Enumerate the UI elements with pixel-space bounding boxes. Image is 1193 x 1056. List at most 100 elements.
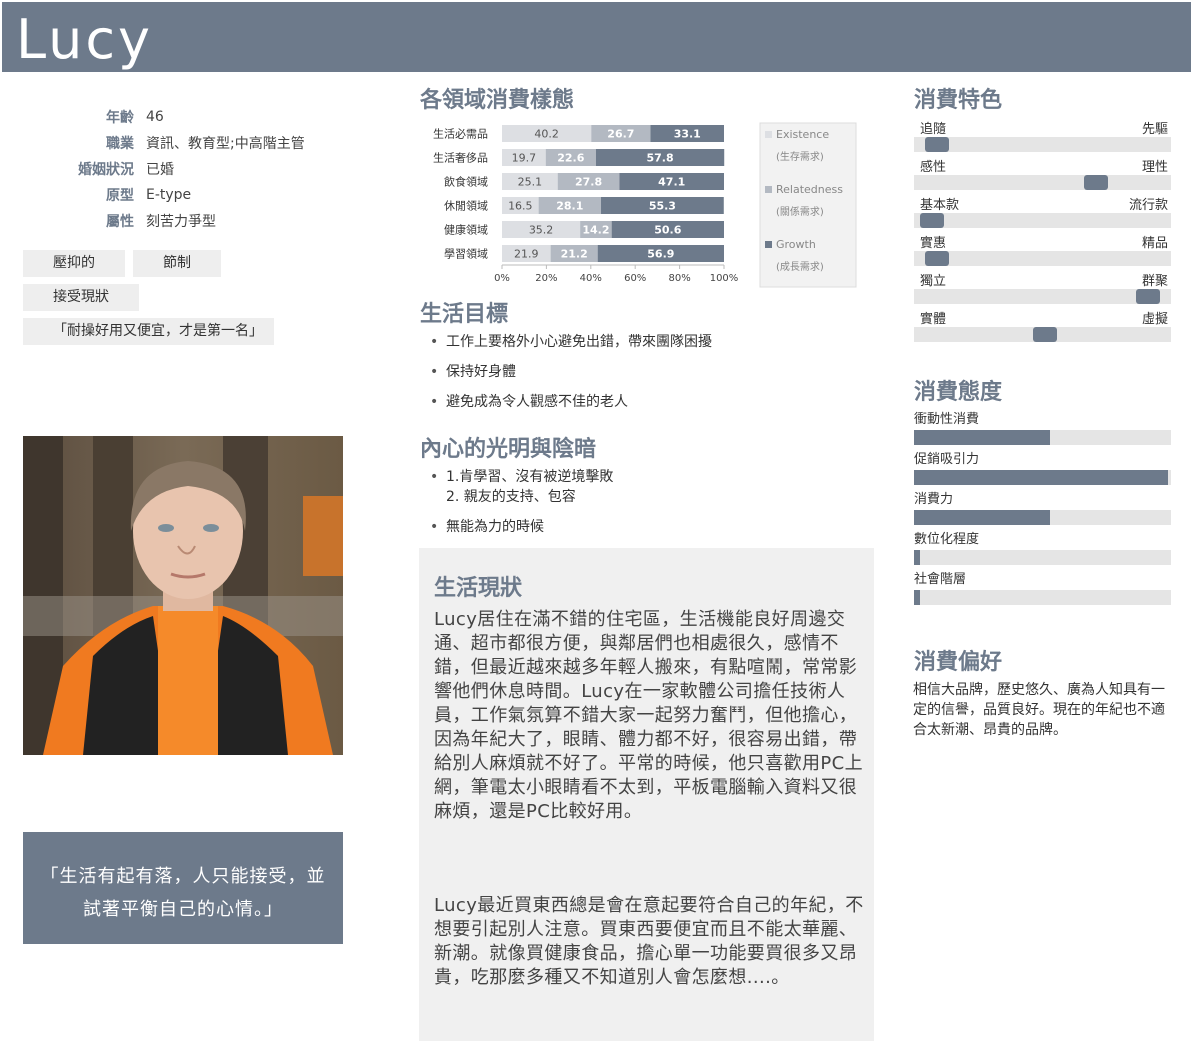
trait-left-label: 獨立 bbox=[920, 274, 947, 289]
chart-data-label: 50.6 bbox=[654, 224, 681, 237]
legend-series-name: Growth bbox=[776, 238, 816, 251]
persona-tag: 「耐操好用又便宜，才是第一名」 bbox=[23, 318, 274, 345]
attitude-bar-fill bbox=[914, 470, 1169, 485]
inner-light-line: 2. 親友的支持、包容 bbox=[446, 489, 576, 505]
chart-category-label: 休閒領域 bbox=[444, 199, 488, 213]
inner-list: 1.肯學習、沒有被逆境擊敗 2. 親友的支持、包容 無能為力的時候 bbox=[424, 467, 864, 537]
chart-heading: 各領域消費樣態 bbox=[420, 88, 575, 113]
info-label: 職業 bbox=[106, 136, 134, 152]
status-paragraph-2: Lucy最近買東西總是會在意起要符合自己的年紀，不想要引起別人注意。買東西要便宜… bbox=[434, 895, 864, 988]
persona-tag: 壓抑的 bbox=[23, 250, 125, 277]
inner-light-item: 1.肯學習、沒有被逆境擊敗 2. 親友的支持、包容 bbox=[424, 467, 864, 507]
info-row-age: 年齡 46 bbox=[60, 104, 360, 130]
attitude-label: 社會階層 bbox=[914, 572, 967, 587]
trait-slider-thumb bbox=[925, 137, 950, 152]
info-row-marital: 婚姻狀況 已婚 bbox=[60, 156, 360, 182]
persona-photo bbox=[23, 436, 343, 755]
chart-bar bbox=[502, 125, 592, 142]
chart-bar bbox=[550, 245, 598, 262]
trait-right-label: 先驅 bbox=[1141, 122, 1168, 137]
persona-info: 年齡 46 職業 資訊、教育型;中高階主管 婚姻狀況 已婚 原型 E-type … bbox=[60, 104, 360, 234]
persona-tag: 接受現狀 bbox=[23, 284, 139, 311]
chart-data-label: 56.9 bbox=[647, 248, 674, 261]
chart-data-label: 33.1 bbox=[674, 128, 701, 141]
info-label: 屬性 bbox=[106, 214, 134, 230]
legend-series-subname: (關係需求) bbox=[776, 206, 824, 218]
preference-heading: 消費偏好 bbox=[914, 650, 1003, 675]
trait-slider-thumb bbox=[919, 213, 944, 228]
consumption-chart: 生活必需品 40.2 26.7 33.1 生活奢侈品 19.7 22.6 57.8 飲食領域 25… bbox=[433, 122, 857, 288]
chart-bar bbox=[619, 173, 724, 190]
chart-data-label: 35.2 bbox=[529, 224, 554, 237]
chart-category-label: 健康領域 bbox=[444, 223, 488, 237]
legend-series-name: Existence bbox=[776, 128, 829, 141]
chart-tick-label: 60% bbox=[624, 273, 646, 284]
traits-heading: 消費特色 bbox=[914, 88, 1003, 113]
info-label: 原型 bbox=[106, 188, 134, 204]
chart-data-label: 25.1 bbox=[518, 176, 543, 189]
chart-bar bbox=[595, 149, 725, 166]
legend-series-name: Relatedness bbox=[776, 183, 843, 196]
chart-bar bbox=[502, 245, 551, 262]
info-row-attribute: 屬性 刻苦力爭型 bbox=[60, 208, 360, 234]
header-bar: Lucy bbox=[2, 2, 1191, 72]
chart-legend bbox=[759, 122, 857, 288]
trait-left-label: 實惠 bbox=[920, 236, 947, 251]
chart-tick-label: 80% bbox=[668, 273, 690, 284]
trait-slider-track bbox=[914, 289, 1171, 304]
goal-item: 工作上要格外小心避免出錯，帶來團隊困擾 bbox=[424, 332, 864, 352]
chart-bar bbox=[502, 221, 581, 238]
attitude-bar-track bbox=[914, 430, 1171, 445]
chart-data-label: 28.1 bbox=[556, 200, 583, 213]
status-heading: 生活現狀 bbox=[434, 576, 523, 601]
goals-list: 工作上要格外小心避免出錯，帶來團隊困擾 保持好身體 避免成為令人觀感不佳的老人 bbox=[424, 332, 864, 412]
info-row-archetype: 原型 E-type bbox=[60, 182, 360, 208]
chart-bar bbox=[557, 173, 620, 190]
trait-right-label: 群聚 bbox=[1141, 274, 1168, 289]
info-label: 年齡 bbox=[106, 110, 134, 126]
legend-series-subname: (生存需求) bbox=[776, 150, 824, 163]
chart-data-label: 14.2 bbox=[582, 224, 609, 237]
chart-bar bbox=[538, 197, 602, 214]
chart-category-label: 生活奢侈品 bbox=[433, 151, 488, 165]
preference-text: 相信大品牌，歷史悠久、廣為人知具有一定的信譽，品質良好。現在的年紀也不適合太新潮… bbox=[913, 682, 1165, 738]
attitude-bar-fill bbox=[914, 430, 1051, 445]
attitude-bar-track bbox=[914, 470, 1171, 485]
chart-bar bbox=[591, 125, 651, 142]
status-paragraph-1: Lucy居住在滿不錯的住宅區，生活機能良好周邊交通、超市都很方便，與鄰居們也相處… bbox=[434, 609, 864, 822]
trait-right-label: 虛擬 bbox=[1141, 312, 1168, 327]
chart-bar bbox=[502, 149, 546, 166]
chart-category-label: 飲食領域 bbox=[444, 175, 488, 189]
chart-data-label: 57.8 bbox=[646, 152, 673, 165]
info-value: 資訊、教育型;中高階主管 bbox=[146, 136, 305, 152]
info-value: 46 bbox=[146, 109, 164, 125]
trait-left-label: 追隨 bbox=[920, 122, 947, 137]
chart-data-label: 26.7 bbox=[607, 128, 634, 141]
attitude-bar-fill bbox=[914, 550, 921, 565]
info-value: 刻苦力爭型 bbox=[146, 214, 216, 230]
quote-line: 「生活有起有落，人只能接受，並 bbox=[40, 866, 326, 887]
trait-slider-track bbox=[914, 175, 1171, 190]
trait-slider-track bbox=[914, 213, 1171, 228]
info-value: E-type bbox=[146, 187, 192, 203]
goal-item: 避免成為令人觀感不佳的老人 bbox=[424, 392, 864, 412]
persona-name: Lucy bbox=[16, 8, 154, 71]
legend-swatch bbox=[765, 241, 772, 248]
inner-dark-item: 無能為力的時候 bbox=[424, 517, 864, 537]
chart-bar bbox=[580, 221, 612, 238]
chart-data-label: 27.8 bbox=[575, 176, 602, 189]
attitude-bar-track bbox=[914, 590, 1171, 605]
goal-item: 保持好身體 bbox=[424, 362, 864, 382]
trait-right-label: 理性 bbox=[1141, 160, 1168, 175]
trait-left-label: 感性 bbox=[920, 160, 947, 175]
chart-tick-label: 40% bbox=[580, 273, 602, 284]
attitude-bar-fill bbox=[914, 510, 1051, 525]
trait-slider-thumb bbox=[1135, 289, 1160, 304]
trait-right-label: 精品 bbox=[1141, 236, 1168, 251]
inner-light-line: 1.肯學習、沒有被逆境擊敗 bbox=[446, 469, 614, 485]
legend-series-subname: (成長需求) bbox=[776, 261, 824, 273]
attitude-heading: 消費態度 bbox=[914, 380, 1003, 405]
chart-data-label: 21.9 bbox=[514, 248, 539, 261]
chart-data-label: 47.1 bbox=[658, 176, 685, 189]
attitude-label: 消費力 bbox=[914, 492, 954, 507]
